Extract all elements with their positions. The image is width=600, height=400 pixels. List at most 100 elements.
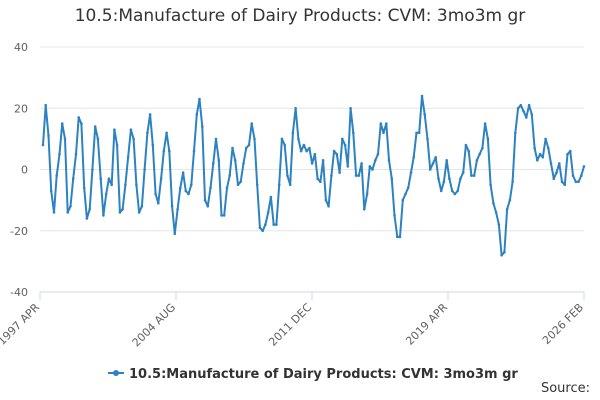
data-point[interactable]: [327, 205, 330, 208]
data-point[interactable]: [261, 229, 265, 233]
data-point[interactable]: [288, 183, 292, 187]
data-point[interactable]: [459, 177, 462, 180]
data-point[interactable]: [514, 131, 517, 135]
data-point[interactable]: [146, 131, 149, 135]
data-point[interactable]: [385, 122, 388, 125]
data-point[interactable]: [118, 211, 122, 214]
data-point[interactable]: [269, 195, 273, 199]
data-point[interactable]: [231, 146, 234, 150]
data-point[interactable]: [63, 137, 67, 141]
data-point[interactable]: [88, 208, 91, 211]
data-point[interactable]: [286, 174, 289, 177]
data-point[interactable]: [417, 131, 421, 135]
data-point[interactable]: [74, 152, 78, 156]
data-point[interactable]: [184, 189, 188, 193]
data-point[interactable]: [379, 122, 383, 125]
legend[interactable]: 10.5:Manufacture of Dairy Products: CVM:…: [108, 367, 518, 382]
data-point[interactable]: [563, 183, 567, 187]
data-point[interactable]: [560, 180, 564, 184]
data-point[interactable]: [538, 152, 542, 156]
data-point[interactable]: [253, 137, 256, 141]
data-point[interactable]: [255, 183, 259, 187]
data-point[interactable]: [541, 156, 545, 159]
data-point[interactable]: [426, 137, 429, 141]
data-point[interactable]: [212, 162, 215, 165]
data-point[interactable]: [173, 232, 177, 236]
data-point[interactable]: [71, 177, 75, 180]
data-point[interactable]: [582, 165, 586, 168]
data-point[interactable]: [137, 211, 141, 214]
data-point[interactable]: [464, 143, 468, 147]
data-point[interactable]: [297, 137, 300, 141]
data-point[interactable]: [319, 180, 322, 184]
data-point[interactable]: [467, 149, 471, 153]
data-point[interactable]: [291, 131, 295, 135]
data-point[interactable]: [577, 180, 580, 184]
data-point[interactable]: [93, 125, 97, 128]
data-point[interactable]: [148, 113, 152, 116]
data-point[interactable]: [492, 201, 495, 205]
data-point[interactable]: [354, 174, 358, 177]
data-point[interactable]: [49, 189, 53, 193]
data-point[interactable]: [475, 159, 479, 162]
data-point[interactable]: [60, 122, 64, 125]
data-point[interactable]: [165, 131, 168, 135]
data-point[interactable]: [47, 134, 50, 138]
data-point[interactable]: [209, 186, 212, 190]
data-point[interactable]: [398, 235, 402, 239]
data-point[interactable]: [140, 205, 144, 208]
data-point[interactable]: [349, 107, 352, 110]
data-point[interactable]: [220, 214, 223, 217]
data-point[interactable]: [343, 143, 347, 147]
data-point[interactable]: [401, 198, 405, 202]
data-point[interactable]: [176, 208, 179, 211]
data-point[interactable]: [508, 198, 512, 202]
data-point[interactable]: [428, 168, 432, 171]
data-point[interactable]: [58, 152, 61, 156]
data-point[interactable]: [516, 107, 520, 110]
data-point[interactable]: [332, 149, 336, 153]
data-point[interactable]: [580, 174, 583, 177]
data-point[interactable]: [222, 214, 226, 217]
data-point[interactable]: [168, 149, 171, 153]
data-point[interactable]: [151, 143, 155, 147]
data-point[interactable]: [91, 168, 94, 171]
data-point[interactable]: [321, 159, 325, 162]
data-point[interactable]: [55, 174, 58, 177]
data-point[interactable]: [107, 177, 111, 180]
data-point[interactable]: [555, 171, 558, 174]
data-point[interactable]: [409, 171, 413, 174]
data-point[interactable]: [363, 208, 366, 211]
data-point[interactable]: [393, 214, 396, 217]
data-point[interactable]: [126, 156, 130, 159]
data-point[interactable]: [242, 162, 245, 165]
data-point[interactable]: [201, 125, 204, 128]
data-point[interactable]: [157, 201, 160, 205]
data-point[interactable]: [275, 223, 278, 226]
data-point[interactable]: [566, 152, 569, 156]
data-point[interactable]: [494, 211, 498, 214]
data-point[interactable]: [497, 223, 501, 226]
data-point[interactable]: [233, 159, 237, 162]
data-point[interactable]: [533, 146, 536, 150]
data-point[interactable]: [387, 159, 391, 162]
data-point[interactable]: [437, 177, 440, 180]
data-point[interactable]: [530, 113, 534, 116]
data-point[interactable]: [132, 137, 135, 141]
data-point[interactable]: [335, 152, 339, 156]
data-point[interactable]: [544, 137, 547, 141]
data-point[interactable]: [299, 149, 303, 153]
data-point[interactable]: [239, 180, 242, 184]
data-point[interactable]: [423, 113, 427, 116]
data-point[interactable]: [264, 223, 267, 226]
data-point[interactable]: [352, 131, 355, 135]
data-point[interactable]: [187, 192, 190, 196]
data-point[interactable]: [154, 192, 157, 196]
data-point[interactable]: [390, 177, 394, 180]
data-point[interactable]: [525, 116, 528, 119]
data-point[interactable]: [102, 214, 105, 217]
data-point[interactable]: [357, 174, 361, 177]
data-point[interactable]: [52, 211, 56, 214]
data-point[interactable]: [228, 174, 231, 177]
data-point[interactable]: [536, 159, 539, 162]
